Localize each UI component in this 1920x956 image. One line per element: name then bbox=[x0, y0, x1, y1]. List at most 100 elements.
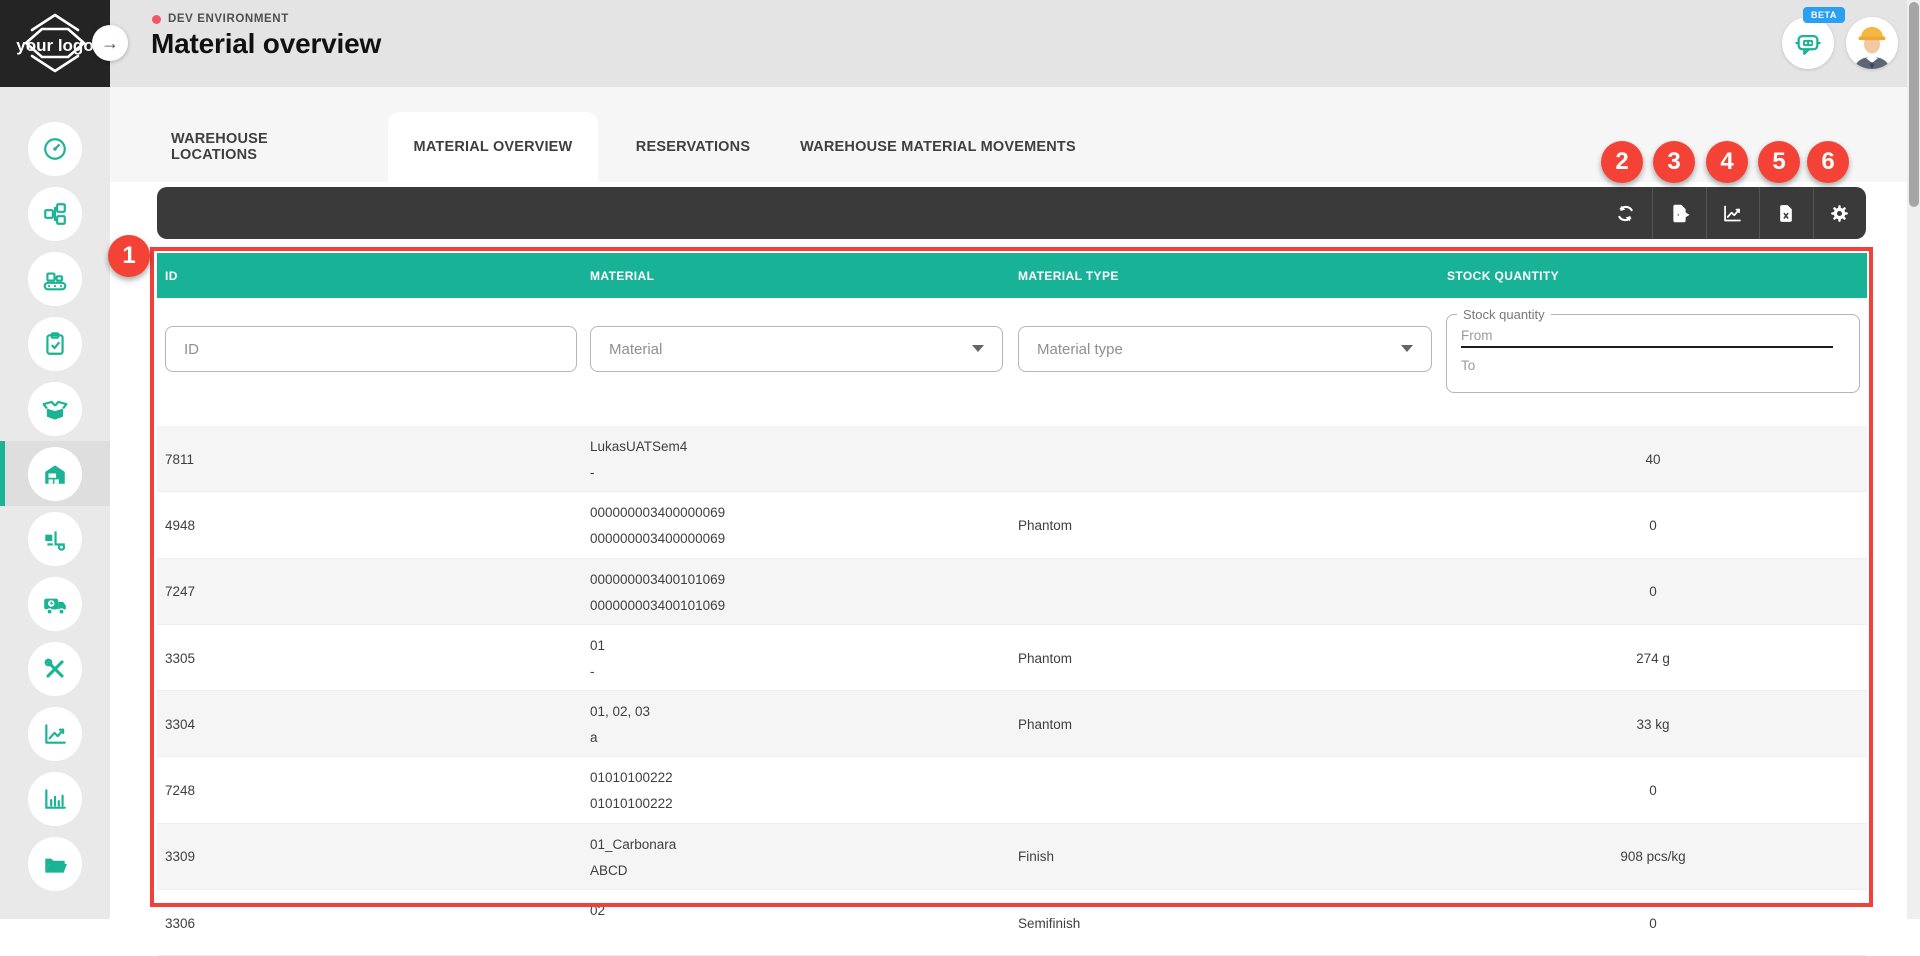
table-body: 7811 LukasUATSem4-40 4948 00000000340000006… bbox=[157, 426, 1867, 956]
sidebar-item-package[interactable] bbox=[0, 376, 110, 441]
excel-file-icon bbox=[1780, 204, 1793, 222]
cell-id: 7248 bbox=[165, 783, 196, 799]
material-filter-placeholder: Material bbox=[609, 340, 663, 358]
cell-material-type: Phantom bbox=[1018, 517, 1073, 533]
annotation-badge-2: 2 bbox=[1601, 141, 1643, 183]
tab-label: WAREHOUSE MATERIAL MOVEMENTS bbox=[800, 139, 1076, 155]
table-row[interactable]: 3305 01- Phantom 274 g bbox=[157, 624, 1867, 692]
stock-quantity-from-input[interactable] bbox=[1461, 324, 1833, 348]
stock-quantity-filter: Stock quantity bbox=[1446, 307, 1860, 393]
stock-quantity-to-input[interactable] bbox=[1461, 354, 1833, 376]
sidebar-item-tools[interactable] bbox=[0, 636, 110, 701]
annotation-badge-5: 5 bbox=[1758, 141, 1800, 183]
cell-material-type: Semifinish bbox=[1018, 915, 1081, 931]
clipboard-check-icon bbox=[46, 331, 64, 355]
delivery-truck-icon bbox=[44, 598, 66, 615]
logo-shape-hex bbox=[24, 27, 86, 59]
table-toolbar bbox=[157, 187, 1866, 239]
arrow-right-icon: → bbox=[101, 32, 119, 53]
column-header-material[interactable]: MATERIAL bbox=[590, 268, 655, 283]
sidebar-item-statistics[interactable] bbox=[0, 766, 110, 831]
cell-stock-quantity: 40 bbox=[1645, 451, 1661, 467]
column-header-id[interactable]: ID bbox=[165, 268, 178, 283]
annotation-badge-6: 6 bbox=[1807, 141, 1849, 183]
tab-warehouse-locations[interactable]: WAREHOUSE LOCATIONS bbox=[171, 112, 355, 182]
table-row[interactable]: 3304 01, 02, 03 a Phantom 33 kg bbox=[157, 691, 1867, 758]
chat-assistant-button[interactable] bbox=[1782, 17, 1834, 69]
tab-reservations[interactable]: RESERVATIONS bbox=[628, 112, 758, 182]
table-row[interactable]: 3306 02 Semifinish 0 bbox=[157, 890, 1867, 956]
annotation-badge-4: 4 bbox=[1706, 141, 1748, 183]
environment-indicator: DEV ENVIRONMENT bbox=[152, 13, 289, 25]
sidebar-item-analytics[interactable] bbox=[0, 701, 110, 766]
env-dot-icon bbox=[152, 14, 161, 24]
cell-id: 4948 bbox=[165, 517, 196, 533]
main-content: WAREHOUSE LOCATIONS MATERIAL OVERVIEW RE… bbox=[110, 87, 1907, 956]
settings-button[interactable] bbox=[1812, 187, 1867, 239]
sidebar bbox=[0, 87, 110, 919]
line-chart-icon bbox=[45, 723, 66, 744]
table-row[interactable]: 7811 LukasUATSem4-40 bbox=[157, 426, 1867, 493]
table-row[interactable]: 4948 000000003400000069 000000003400000069… bbox=[157, 492, 1867, 559]
cell-stock-quantity: 33 kg bbox=[1636, 716, 1670, 732]
cell-material-type: Phantom bbox=[1018, 716, 1073, 732]
cell-id: 3309 bbox=[165, 849, 196, 865]
gear-icon bbox=[1831, 204, 1849, 222]
refresh-icon bbox=[1617, 205, 1633, 221]
logo: your logo bbox=[0, 0, 110, 87]
chevron-down-icon bbox=[972, 345, 984, 352]
cell-material-type: Phantom bbox=[1018, 650, 1073, 666]
worker-avatar-icon bbox=[1846, 17, 1898, 69]
annotation-badge-1: 1 bbox=[108, 235, 150, 277]
table-row[interactable]: 7247 000000003400101069 000000003400101069… bbox=[157, 558, 1867, 625]
sidebar-item-network[interactable] bbox=[0, 181, 110, 246]
sidebar-expand-button[interactable]: → bbox=[92, 25, 128, 61]
material-type-filter-select[interactable]: Material type bbox=[1018, 326, 1432, 372]
conveyor-icon bbox=[43, 272, 67, 290]
folder-open-icon bbox=[45, 858, 67, 873]
excel-export-button[interactable] bbox=[1759, 187, 1813, 239]
cell-stock-quantity: 0 bbox=[1649, 915, 1657, 931]
sidebar-item-dashboard[interactable] bbox=[0, 116, 110, 181]
bar-chart-icon bbox=[45, 788, 66, 809]
column-header-stock-quantity[interactable]: STOCK QUANTITY bbox=[1447, 268, 1560, 283]
chart-view-button[interactable] bbox=[1705, 187, 1760, 239]
cell-stock-quantity: 274 g bbox=[1636, 650, 1670, 666]
user-avatar[interactable] bbox=[1846, 17, 1898, 69]
tab-label: WAREHOUSE LOCATIONS bbox=[171, 131, 268, 163]
cell-material-type: Finish bbox=[1018, 849, 1055, 865]
logo-shape-bottom bbox=[30, 54, 80, 73]
tab-warehouse-material-movements[interactable]: WAREHOUSE MATERIAL MOVEMENTS bbox=[798, 112, 1078, 182]
table-row[interactable]: 3309 01_Carbonara ABCD Finish 908 pcs/kg bbox=[157, 823, 1867, 891]
table-row[interactable]: 7248 01010100222 01010100222 0 bbox=[157, 757, 1867, 824]
export-button[interactable] bbox=[1652, 187, 1706, 239]
logo-shape-top bbox=[30, 13, 80, 32]
sidebar-item-documents[interactable] bbox=[0, 831, 110, 896]
line-chart-icon bbox=[1724, 205, 1742, 221]
cell-id: 3305 bbox=[165, 650, 196, 666]
sidebar-item-delivery[interactable] bbox=[0, 571, 110, 636]
sidebar-item-warehouse[interactable] bbox=[0, 441, 110, 506]
filter-row: Material Material type Stock quantity bbox=[157, 298, 1867, 426]
scrollbar-thumb[interactable] bbox=[1908, 2, 1919, 207]
id-filter-input[interactable] bbox=[166, 327, 576, 371]
cell-stock-quantity: 0 bbox=[1649, 783, 1657, 799]
tab-material-overview[interactable]: MATERIAL OVERVIEW bbox=[388, 112, 598, 182]
sidebar-item-tasks[interactable] bbox=[0, 311, 110, 376]
scrollbar-track[interactable] bbox=[1907, 0, 1920, 919]
beta-badge: BETA bbox=[1803, 7, 1845, 23]
cell-id: 3306 bbox=[165, 915, 196, 931]
dashboard-gauge-icon bbox=[44, 137, 66, 160]
cell-stock-quantity: 908 pcs/kg bbox=[1620, 849, 1686, 865]
sidebar-item-production[interactable] bbox=[0, 246, 110, 311]
sidebar-item-forklift[interactable] bbox=[0, 506, 110, 571]
material-filter-select[interactable]: Material bbox=[590, 326, 1003, 372]
network-icon bbox=[44, 202, 66, 225]
cell-id: 7811 bbox=[165, 451, 195, 467]
material-type-filter-placeholder: Material type bbox=[1037, 340, 1123, 358]
tab-label: MATERIAL OVERVIEW bbox=[413, 139, 573, 155]
refresh-button[interactable] bbox=[1599, 187, 1653, 239]
column-header-material-type[interactable]: MATERIAL TYPE bbox=[1018, 268, 1119, 283]
logo-text: your logo bbox=[16, 36, 93, 55]
chevron-down-icon bbox=[1401, 345, 1413, 352]
